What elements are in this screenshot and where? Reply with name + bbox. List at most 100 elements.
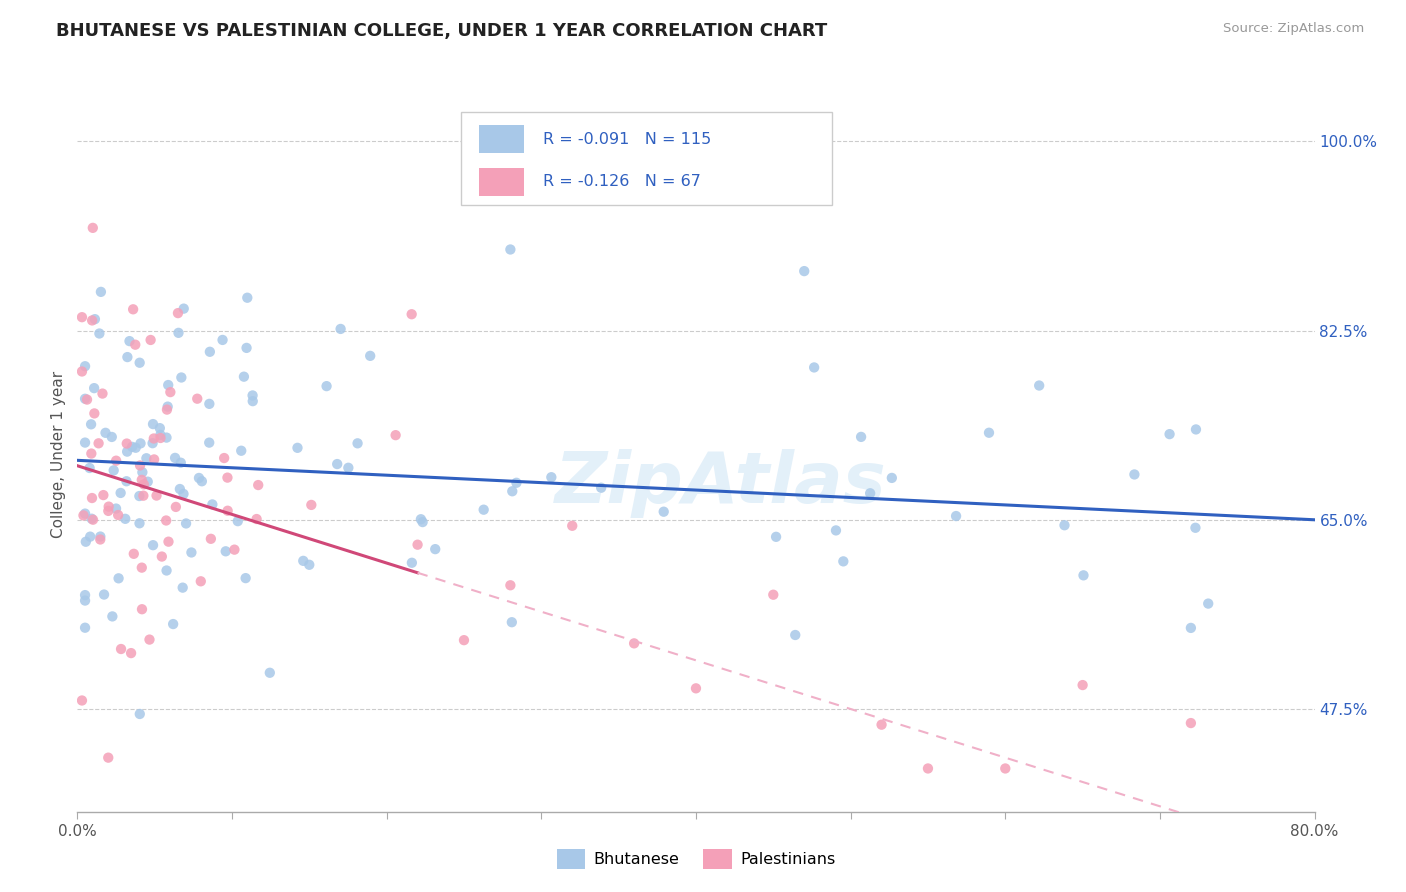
- Point: [80, 446, 103, 460]
- Point: [359, 349, 381, 363]
- FancyBboxPatch shape: [461, 112, 832, 205]
- Point: [159, 385, 181, 400]
- Point: [1184, 521, 1206, 535]
- Point: [155, 431, 177, 445]
- Point: [75, 588, 96, 602]
- Point: [292, 554, 315, 568]
- Y-axis label: College, Under 1 year: College, Under 1 year: [51, 371, 66, 539]
- Point: [215, 544, 238, 558]
- Point: [70, 310, 93, 325]
- Point: [82, 313, 104, 327]
- Point: [83, 381, 105, 395]
- Point: [83, 312, 105, 326]
- Point: [501, 484, 523, 499]
- Point: [226, 514, 249, 528]
- Point: [315, 379, 337, 393]
- Point: [1185, 422, 1208, 436]
- Point: [79, 530, 101, 544]
- Point: [157, 378, 180, 392]
- Point: [121, 440, 143, 454]
- Point: [174, 516, 197, 531]
- Point: [91, 386, 114, 401]
- Point: [200, 532, 222, 546]
- Point: [198, 397, 221, 411]
- Point: [232, 369, 254, 384]
- Point: [224, 542, 246, 557]
- Point: [167, 326, 190, 340]
- Point: [75, 534, 97, 549]
- Point: [90, 285, 112, 299]
- Point: [1159, 427, 1181, 442]
- Point: [124, 337, 146, 351]
- Point: [242, 394, 264, 409]
- Point: [1028, 378, 1050, 392]
- Point: [131, 465, 153, 479]
- Point: [142, 538, 165, 552]
- Point: [191, 475, 214, 489]
- Point: [165, 500, 187, 514]
- Text: BHUTANESE VS PALESTINIAN COLLEGE, UNDER 1 YEAR CORRELATION CHART: BHUTANESE VS PALESTINIAN COLLEGE, UNDER …: [56, 22, 828, 40]
- Point: [793, 264, 815, 278]
- Point: [235, 341, 257, 355]
- Point: [97, 750, 120, 764]
- Point: [114, 512, 136, 526]
- Point: [75, 435, 96, 450]
- Point: [107, 508, 129, 522]
- Point: [128, 489, 150, 503]
- Point: [156, 400, 179, 414]
- Point: [157, 534, 180, 549]
- Point: [499, 243, 522, 257]
- Point: [94, 425, 117, 440]
- Point: [105, 501, 128, 516]
- Point: [1071, 678, 1094, 692]
- Point: [165, 450, 187, 465]
- Point: [101, 609, 124, 624]
- Point: [149, 431, 172, 445]
- Point: [139, 333, 162, 347]
- Point: [1180, 621, 1202, 635]
- Point: [832, 554, 855, 568]
- Point: [412, 515, 434, 529]
- Point: [79, 461, 101, 475]
- Point: [870, 717, 893, 731]
- Point: [155, 514, 177, 528]
- Point: [76, 392, 98, 407]
- Point: [89, 326, 111, 341]
- Point: [346, 436, 368, 450]
- Point: [122, 302, 145, 317]
- Point: [765, 530, 787, 544]
- Point: [120, 646, 142, 660]
- Point: [131, 602, 153, 616]
- Point: [115, 436, 138, 450]
- Point: [198, 344, 221, 359]
- Point: [105, 453, 128, 467]
- Point: [93, 488, 115, 502]
- Point: [880, 471, 903, 485]
- Point: [117, 350, 139, 364]
- Point: [242, 388, 264, 402]
- Point: [188, 471, 211, 485]
- Point: [401, 556, 423, 570]
- Point: [115, 475, 138, 489]
- Point: [499, 578, 522, 592]
- Point: [762, 588, 785, 602]
- Point: [101, 430, 124, 444]
- Point: [425, 542, 447, 557]
- Point: [1123, 467, 1146, 482]
- Text: ZipAtlas: ZipAtlas: [555, 449, 887, 518]
- Point: [115, 444, 138, 458]
- Point: [156, 402, 179, 417]
- Point: [89, 530, 111, 544]
- Point: [80, 417, 103, 432]
- Point: [170, 456, 193, 470]
- Point: [247, 478, 270, 492]
- Point: [169, 482, 191, 496]
- Point: [231, 443, 253, 458]
- Point: [1073, 568, 1095, 582]
- Point: [132, 477, 155, 491]
- Point: [561, 518, 583, 533]
- Point: [129, 458, 152, 473]
- Point: [135, 451, 157, 466]
- Point: [142, 432, 165, 446]
- Point: [142, 436, 165, 450]
